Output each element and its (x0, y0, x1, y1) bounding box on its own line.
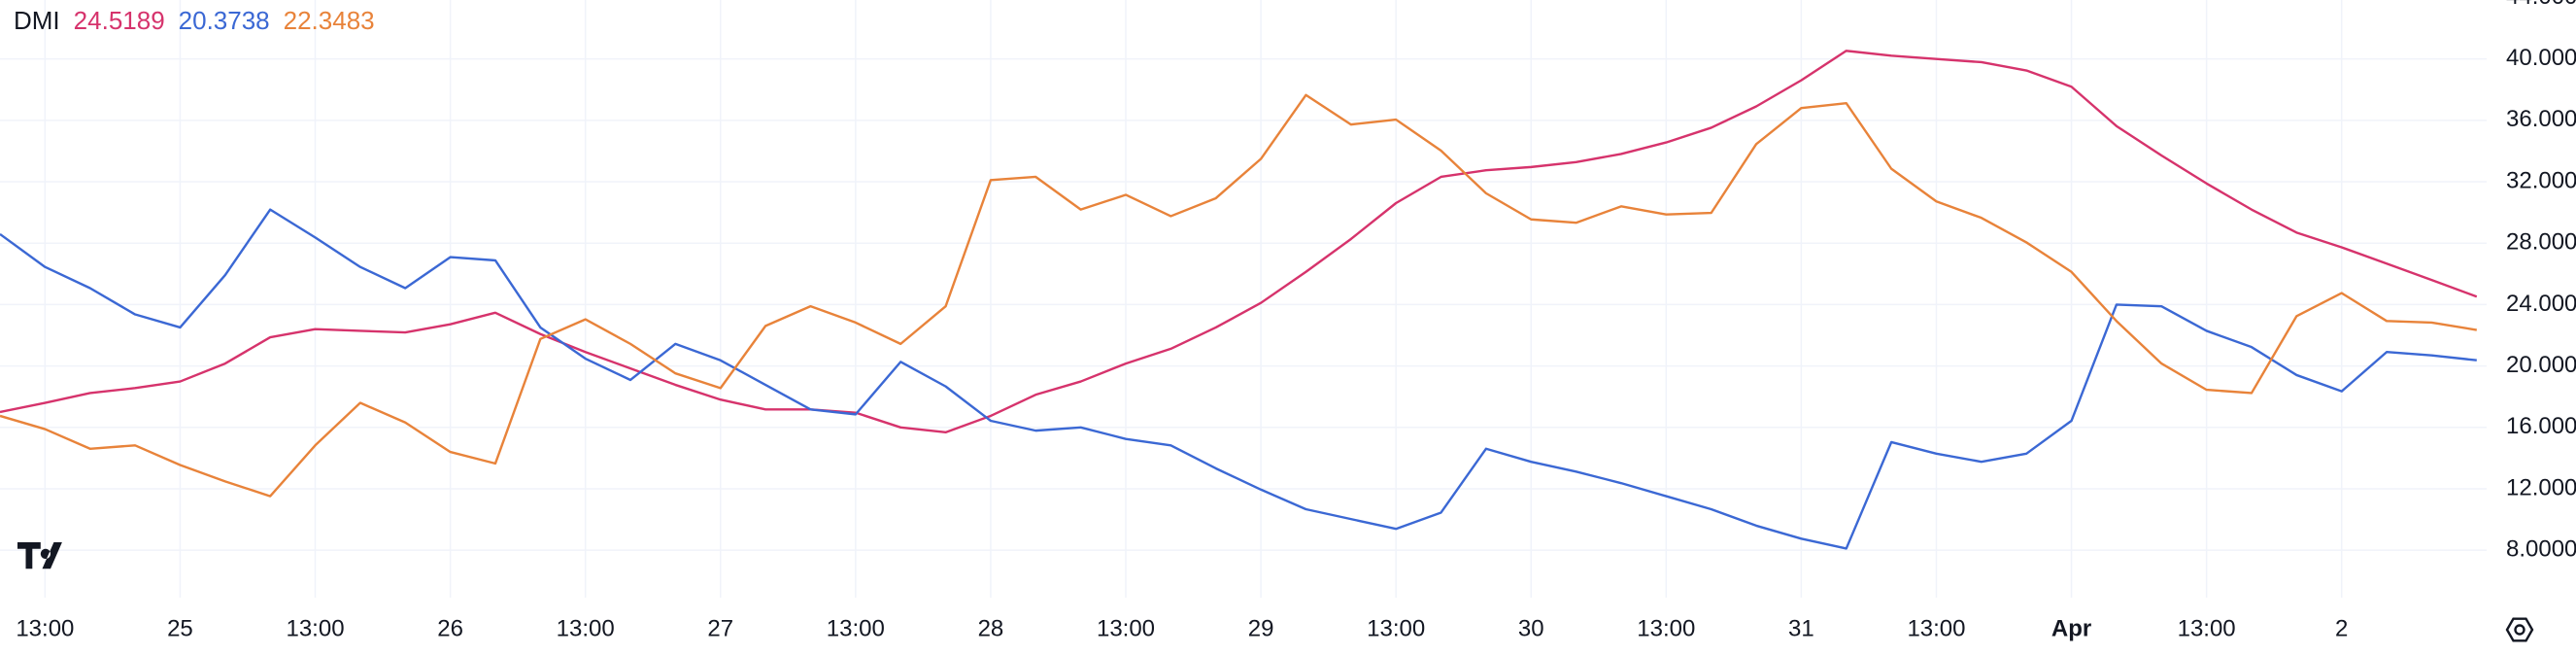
x-tick-label: 13:00 (286, 615, 344, 641)
y-tick-label: 16.0000 (2506, 413, 2576, 439)
legend: DMI 24.5189 20.3738 22.3483 (14, 6, 375, 36)
y-tick-label: 20.0000 (2506, 352, 2576, 378)
x-tick-label: 13:00 (1097, 615, 1155, 641)
gear-outline[interactable] (2505, 617, 2534, 642)
x-tick-label: Apr (2051, 615, 2091, 641)
x-tick-label: 13:00 (2178, 615, 2236, 641)
x-tick-label: 30 (1518, 615, 1544, 641)
legend-value: 24.5189 (73, 6, 165, 35)
x-tick-label: 2 (2335, 615, 2348, 641)
settings-icon[interactable] (2505, 617, 2534, 642)
x-tick-label: 13:00 (827, 615, 885, 641)
gear-hole[interactable] (2514, 624, 2525, 636)
x-tick-label: 13:00 (1637, 615, 1695, 641)
legend-value: 20.3738 (178, 6, 270, 35)
y-tick-label: 12.0000 (2506, 474, 2576, 500)
dmi-line (0, 208, 2477, 550)
x-tick-label: 13:00 (1367, 615, 1425, 641)
dmi-line (0, 50, 2478, 434)
x-tick-label: 13:00 (557, 615, 615, 641)
y-tick-label: 8.0000 (2506, 536, 2576, 563)
x-tick-label: 28 (978, 615, 1004, 641)
dmi-line (0, 93, 2477, 498)
legend-title: DMI (14, 6, 60, 35)
legend-value: 22.3483 (283, 6, 375, 35)
y-tick-label: 40.0000 (2506, 45, 2576, 71)
y-tick-label: 24.0000 (2506, 291, 2576, 317)
x-tick-label: 26 (437, 615, 463, 641)
logo-shape (17, 542, 62, 569)
y-tick-label: 36.0000 (2506, 106, 2576, 132)
y-tick-label: 44.0000 (2506, 0, 2576, 10)
lines (0, 50, 2478, 550)
x-tick-label: 29 (1248, 615, 1274, 641)
tv-logo (17, 542, 62, 569)
x-tick-label: 13:00 (1907, 615, 1965, 641)
x-tick-label: 25 (167, 615, 193, 641)
x-tick-label: 13:00 (16, 615, 74, 641)
y-tick-label: 32.0000 (2506, 167, 2576, 193)
y-tick-label: 28.0000 (2506, 229, 2576, 256)
x-tick-label: 31 (1788, 615, 1814, 641)
grid (0, 0, 2487, 598)
x-tick-label: 27 (707, 615, 733, 641)
